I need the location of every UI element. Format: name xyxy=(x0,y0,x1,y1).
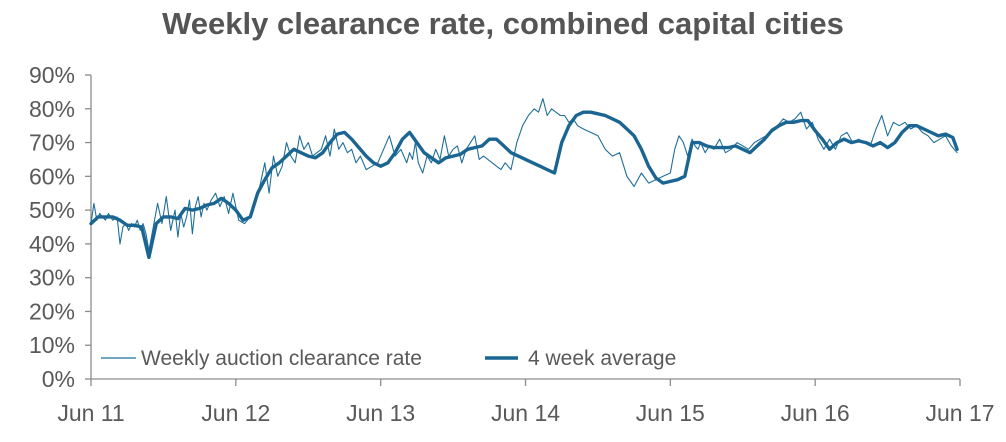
series-layer xyxy=(89,98,959,260)
x-tick-label: Jun 17 xyxy=(925,400,994,426)
x-tick-label: Jun 14 xyxy=(491,400,560,426)
x-tick-label: Jun 16 xyxy=(781,400,850,426)
y-tick-label: 0% xyxy=(42,366,75,392)
y-tick-label: 60% xyxy=(29,163,75,189)
x-tick-label: Jun 12 xyxy=(201,400,270,426)
y-tick-label: 80% xyxy=(29,96,75,122)
y-tick-label: 50% xyxy=(29,197,75,223)
y-tick-label: 70% xyxy=(29,130,75,156)
y-axis: 0% 10% 20% 30% 40% 50% 60% 70% 80% 90% xyxy=(29,62,92,392)
series-line-weekly-clearance xyxy=(90,98,958,252)
x-axis: Jun 11 Jun 12 Jun 13 Jun 14 Jun 15 Jun 16 Jun … xyxy=(57,378,995,426)
y-tick-label: 30% xyxy=(29,265,75,291)
series-line-4-week-average xyxy=(89,110,959,260)
y-tick-label: 40% xyxy=(29,231,75,257)
x-tick-label: Jun 15 xyxy=(636,400,705,426)
y-tick-label: 10% xyxy=(29,332,75,358)
legend: Weekly auction clearance rate 4 week ave… xyxy=(101,347,676,370)
legend-label-weekly: Weekly auction clearance rate xyxy=(141,347,422,370)
legend-label-average: 4 week average xyxy=(528,347,676,370)
y-tick-label: 90% xyxy=(29,62,75,88)
chart-title: Weekly clearance rate, combined capital … xyxy=(162,6,844,41)
y-tick-label: 20% xyxy=(29,298,75,324)
x-tick-label: Jun 13 xyxy=(346,400,415,426)
x-tick-label: Jun 11 xyxy=(57,400,124,426)
